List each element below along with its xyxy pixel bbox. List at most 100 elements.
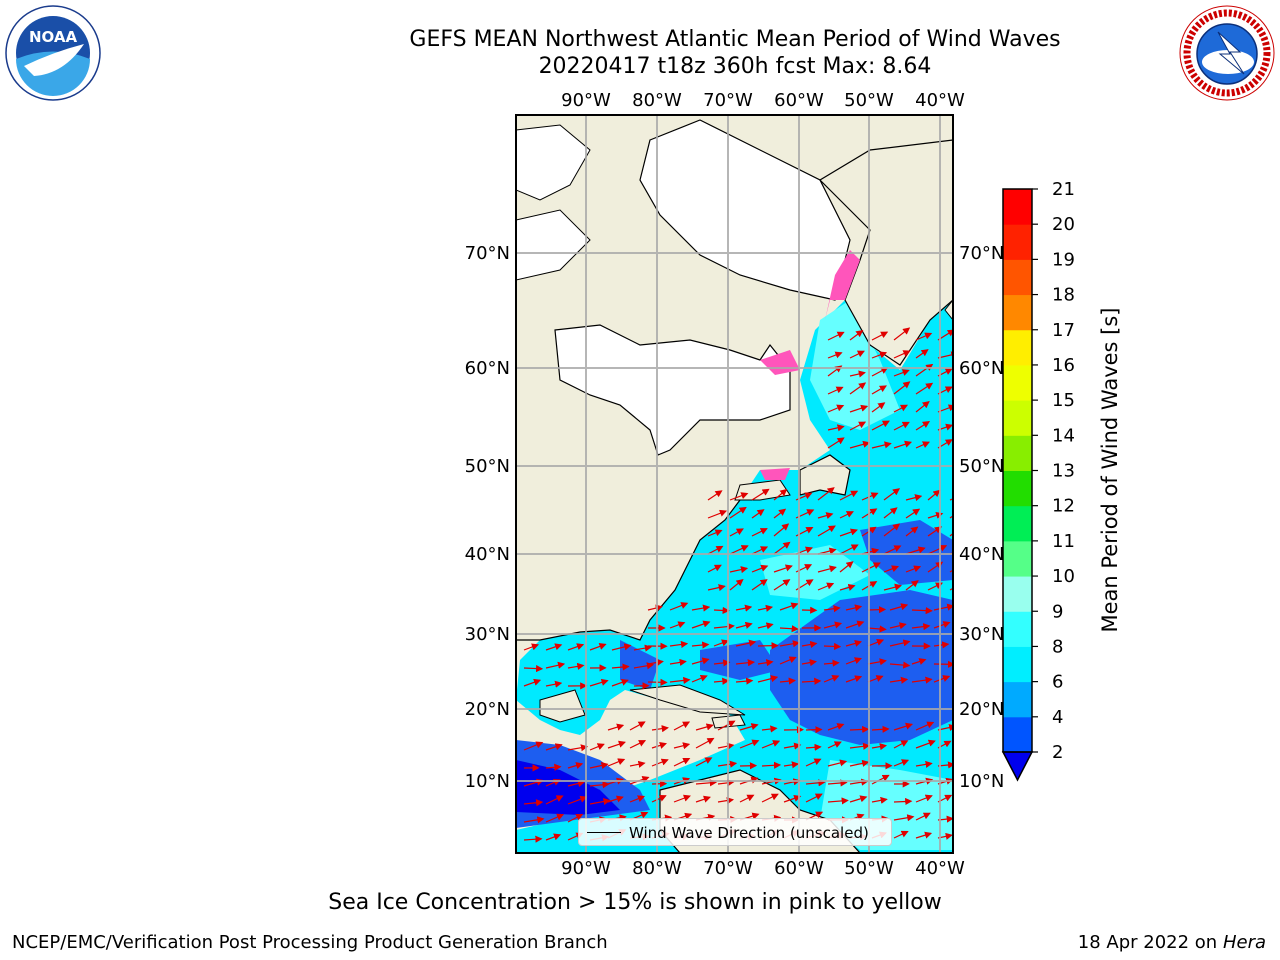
colorbar-tick-label: 10 — [1052, 566, 1075, 587]
wave-direction-arrow — [751, 579, 768, 591]
wave-direction-arrow — [729, 492, 749, 501]
wave-direction-arrow — [823, 659, 840, 667]
wave-direction-arrow — [893, 830, 909, 839]
wave-direction-arrow — [949, 515, 953, 519]
wave-period-zone — [860, 520, 953, 585]
wave-direction-arrow — [717, 742, 735, 750]
lat-label: 40°N — [959, 544, 1004, 565]
wave-direction-arrow — [849, 404, 869, 413]
wave-direction-arrow — [801, 677, 822, 685]
wave-direction-arrow — [915, 794, 933, 803]
colorbar-bin — [1003, 364, 1032, 401]
sea-ice-caption: Sea Ice Concentration > 15% is shown in … — [328, 890, 942, 915]
ice-region — [554, 324, 791, 456]
yucatan — [539, 689, 586, 723]
wave-direction-arrow — [871, 725, 890, 733]
wave-direction-arrow — [937, 351, 953, 359]
wave-direction-arrow — [893, 797, 913, 806]
wave-direction-arrow — [871, 420, 890, 431]
colorbar-bin — [1003, 716, 1032, 753]
map-title: GEFS MEAN Northwest Atlantic Mean Period… — [409, 27, 1061, 52]
wave-direction-arrow — [773, 508, 787, 519]
noaa-logo: NOAA — [5, 5, 101, 101]
ice-region — [516, 124, 591, 201]
wave-direction-arrow — [761, 761, 782, 769]
wave-direction-arrow — [757, 659, 774, 667]
wave-direction-arrow — [761, 793, 779, 803]
wave-direction-arrow — [827, 351, 843, 359]
wave-direction-arrow — [523, 799, 544, 807]
colorbar-tick-label: 4 — [1052, 707, 1063, 728]
wave-direction-arrow — [911, 623, 931, 631]
legend-label: Wind Wave Direction (unscaled) — [629, 824, 869, 842]
colorbar-tick-label: 21 — [1052, 179, 1075, 200]
wave-direction-arrow — [739, 739, 760, 749]
wave-direction-arrow — [735, 639, 757, 647]
map-legend: Wind Wave Direction (unscaled) — [578, 818, 892, 846]
lon-label: 90°W — [561, 858, 611, 879]
wave-direction-arrow — [773, 541, 791, 555]
wave-direction-arrow — [817, 582, 835, 591]
wave-direction-arrow — [545, 743, 563, 751]
wave-direction-arrow — [751, 488, 770, 501]
colorbar-bin — [1003, 259, 1032, 296]
colorbar-tick-label: 17 — [1052, 320, 1075, 341]
wave-direction-arrow — [827, 741, 842, 749]
wave-direction-arrow — [611, 663, 630, 671]
colorbar-bin — [1003, 505, 1032, 542]
wave-direction-arrow — [933, 641, 950, 649]
wave-direction-arrow — [773, 564, 793, 573]
colorbar-bin — [1003, 611, 1032, 647]
wave-direction-arrow — [827, 797, 849, 805]
wave-direction-arrow — [801, 640, 818, 649]
wave-direction-arrow — [589, 797, 611, 806]
lat-label: 70°N — [959, 243, 1004, 264]
lon-labels-bottom: 90°W 80°W 70°W 60°W 50°W 40°W — [561, 858, 965, 879]
lon-label: 40°W — [915, 858, 965, 879]
colorbar-bin — [1003, 189, 1032, 225]
colorbar-tick-label: 15 — [1052, 390, 1075, 411]
wave-direction-arrow — [607, 723, 625, 731]
lat-label: 30°N — [465, 624, 510, 645]
colorbar-tick-label: 18 — [1052, 285, 1075, 306]
wave-direction-arrow — [861, 562, 881, 573]
wave-direction-arrow — [849, 421, 867, 431]
footer-date-text: 18 Apr 2022 on — [1077, 932, 1218, 953]
wave-direction-arrow — [523, 816, 545, 824]
wave-direction-arrow — [915, 721, 935, 731]
colorbar-bin — [1003, 224, 1032, 260]
wave-direction-arrow — [695, 757, 713, 767]
wave-direction-arrow — [629, 760, 646, 768]
wave-direction-arrow — [905, 508, 921, 519]
wave-direction-arrow — [805, 743, 822, 751]
colorbar-tick-label: 13 — [1052, 461, 1075, 482]
wave-direction-arrow — [545, 833, 562, 841]
wave-direction-arrow — [893, 440, 913, 449]
wave-direction-arrow — [845, 657, 862, 665]
lon-label: 60°W — [774, 90, 824, 111]
wave-direction-arrow — [883, 488, 901, 501]
wave-direction-arrow — [735, 677, 754, 685]
wave-direction-arrow — [915, 441, 930, 449]
wave-direction-arrow — [779, 640, 801, 648]
lon-labels-top: 90°W 80°W 70°W 60°W 50°W 40°W — [561, 90, 965, 111]
wave-direction-arrow — [805, 793, 823, 803]
wave-direction-arrow — [729, 528, 744, 537]
wave-direction-arrow — [567, 813, 584, 823]
colorbar-tick-label: 12 — [1052, 496, 1075, 517]
wave-direction-arrow — [523, 741, 544, 751]
wave-direction-arrow — [915, 400, 930, 413]
wave-direction-arrow — [823, 605, 841, 613]
wave-direction-arrow — [673, 742, 691, 750]
wave-direction-arrow — [845, 675, 863, 683]
wave-direction-arrow — [893, 740, 909, 749]
wave-direction-arrow — [893, 421, 910, 431]
lat-label: 60°N — [959, 358, 1004, 379]
wave-direction-arrow — [773, 488, 788, 501]
wave-direction-arrow — [545, 680, 563, 688]
wave-direction-arrow — [827, 779, 848, 787]
wave-direction-arrow — [849, 350, 865, 359]
wave-direction-arrow — [933, 621, 951, 629]
wave-direction-arrow — [805, 726, 823, 734]
lon-label: 70°W — [703, 90, 753, 111]
